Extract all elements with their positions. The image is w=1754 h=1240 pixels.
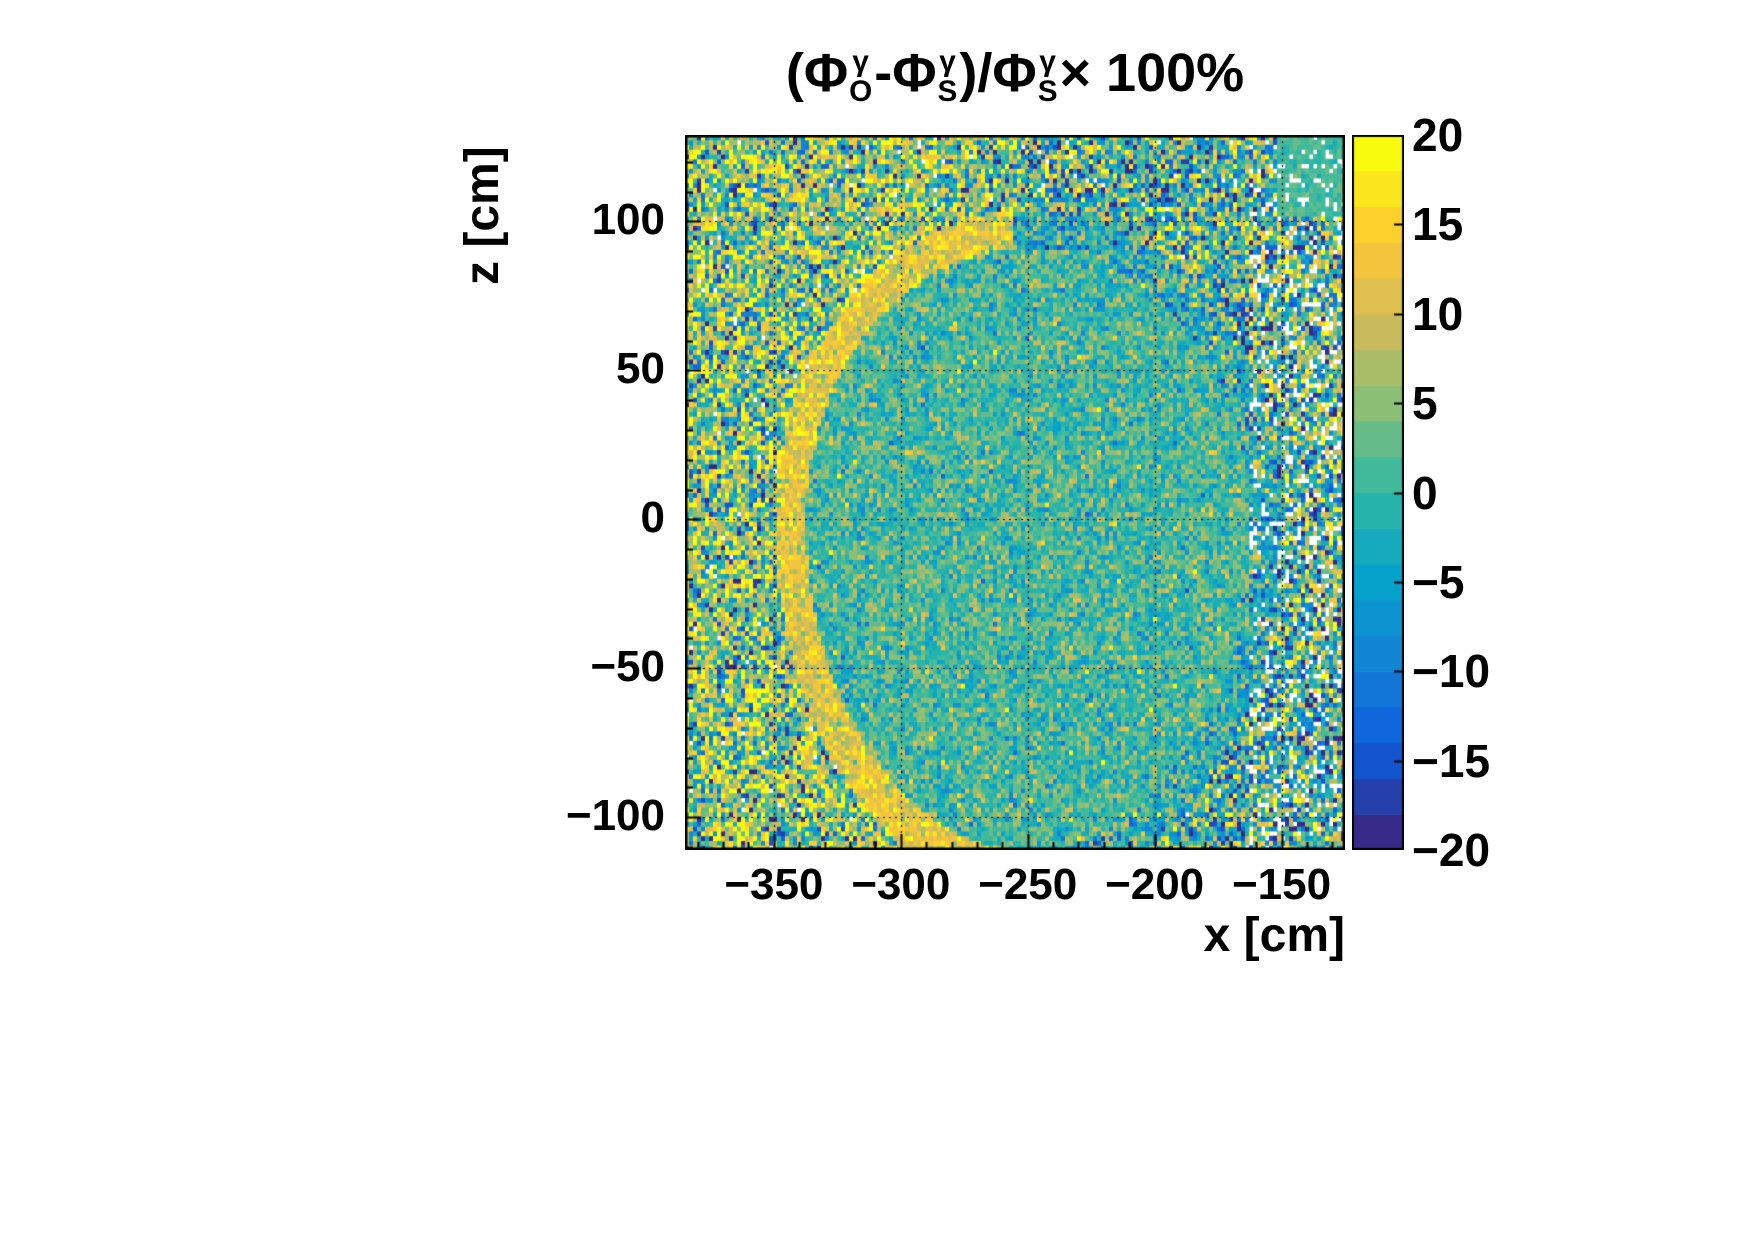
colorbar-tick-label: 20 xyxy=(1412,109,1464,161)
title-segment: ( xyxy=(785,43,804,103)
title-segment: Φ xyxy=(803,43,849,103)
plot-title: (Φ γ O -Φ γ S)/Φ γ S × 100% xyxy=(600,42,1430,106)
colorbar-tick-label: 0 xyxy=(1412,466,1438,519)
x-tick-label: −150 xyxy=(1231,860,1332,909)
title-segment: Φ xyxy=(892,43,937,103)
z-tick-label: −50 xyxy=(590,642,665,692)
title-segment: )/ xyxy=(959,43,993,103)
z-tick-label: 100 xyxy=(591,195,665,245)
colorbar-tick-label: −15 xyxy=(1412,734,1491,787)
x-tick-label: −200 xyxy=(1105,860,1205,909)
colorbar-tick-label: 10 xyxy=(1412,287,1464,340)
colorbar-canvas xyxy=(1352,135,1404,850)
x-axis-title: x [cm] xyxy=(1203,909,1345,962)
title-segment: Φ xyxy=(992,43,1037,103)
x-tick-label: −250 xyxy=(978,860,1078,909)
z-tick-label: 0 xyxy=(640,493,665,543)
colorbar-tick-label: 15 xyxy=(1412,198,1464,251)
colorbar-tick-label: 5 xyxy=(1412,377,1438,430)
colorbar-tick-label: −5 xyxy=(1412,555,1465,608)
heatmap-canvas xyxy=(685,135,1345,850)
colorbar-tick-label: −10 xyxy=(1412,645,1491,698)
z-tick-label: −100 xyxy=(565,791,665,841)
x-tick-label: −350 xyxy=(724,860,824,909)
title-segment: × 100% xyxy=(1059,43,1245,103)
x-tick-label: −300 xyxy=(851,860,951,909)
colorbar-tick-label: −20 xyxy=(1412,824,1491,876)
z-tick-label: 50 xyxy=(616,344,665,394)
title-segment: - xyxy=(874,43,893,103)
